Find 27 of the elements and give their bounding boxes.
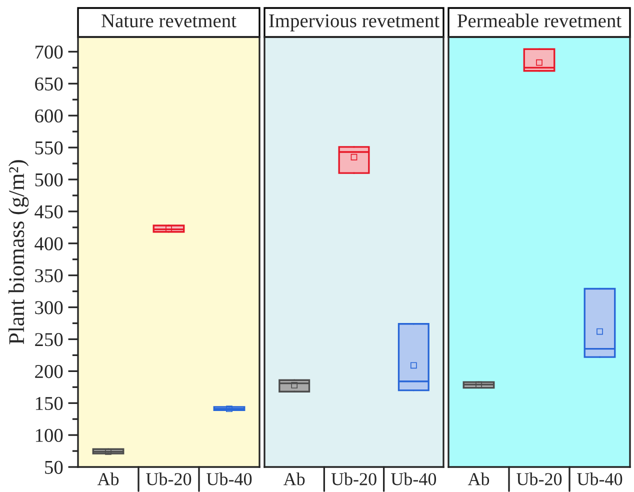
- x-tick-label: Ab: [283, 472, 305, 486]
- x-tick-label: Ub-20: [146, 472, 192, 486]
- y-tick-label: 250: [35, 333, 63, 346]
- y-tick-label: 300: [35, 301, 63, 314]
- y-tick-label: 200: [35, 364, 63, 378]
- y-tick-label: 50: [45, 460, 63, 474]
- y-tick-label: 550: [35, 141, 63, 154]
- y-tick-label: 450: [34, 205, 63, 218]
- x-tick-label: Ab: [468, 472, 490, 486]
- y-tick-label: 500: [35, 173, 63, 186]
- x-tick-label: Ub-20: [516, 472, 562, 486]
- y-tick-label: 150: [36, 396, 63, 410]
- y-tick-label: 400: [34, 237, 63, 250]
- chart-title: Impervious revetment: [269, 14, 440, 32]
- x-tick-label: Ab: [97, 472, 119, 486]
- y-tick-label: 600: [35, 109, 63, 123]
- x-tick-label: Ub-40: [577, 472, 622, 486]
- y-tick-label: 100: [36, 428, 63, 442]
- chart-title: Permeable revetment: [457, 14, 622, 28]
- y-tick-label: 700: [36, 46, 63, 59]
- x-tick-label: Ub-20: [331, 472, 376, 486]
- x-tick-label: Ub-40: [206, 472, 252, 486]
- y-tick-label: 650: [35, 77, 63, 91]
- x-tick-label: Ub-40: [390, 472, 436, 486]
- chart-title: Nature revetment: [102, 14, 236, 28]
- y-axis-title: Plant biomass (g/m²): [8, 160, 29, 344]
- y-tick-label: 350: [35, 269, 63, 282]
